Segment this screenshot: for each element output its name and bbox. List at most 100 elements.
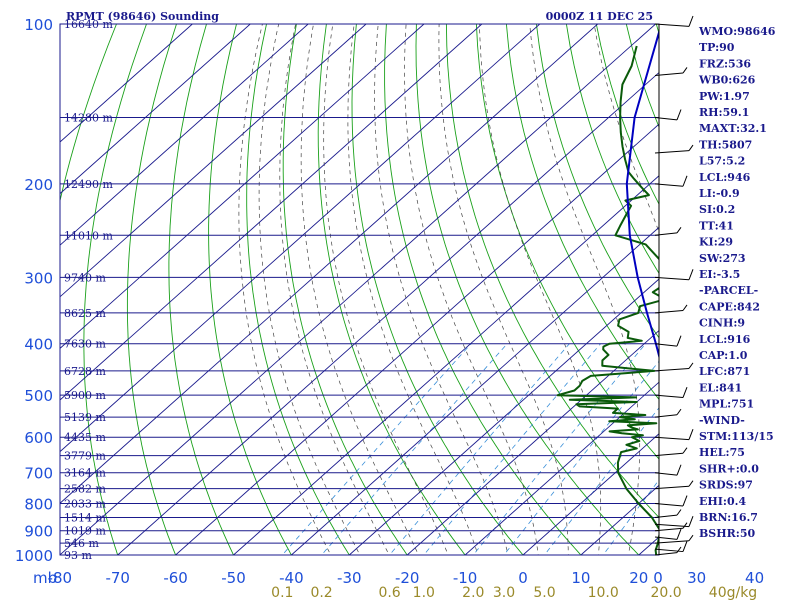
wind-barb-flag <box>682 522 688 529</box>
wind-barb-flag <box>682 175 688 187</box>
moist-adiabat-line <box>258 24 361 555</box>
chart-title: RPMT (98646) Sounding <box>66 10 219 23</box>
index-label: KI:29 <box>699 236 733 249</box>
height-label: 1514 m <box>64 512 106 525</box>
dry-adiabat-line <box>505 24 659 401</box>
temperature-tick-label: 10 <box>571 569 590 587</box>
wind-barb <box>654 183 684 187</box>
mixing-ratio-label: 0.2 <box>310 585 332 600</box>
pressure-tick-label: 400 <box>24 336 53 354</box>
mixing-ratio-label: 3.0 <box>493 585 515 600</box>
index-label: LFC:871 <box>699 365 750 378</box>
wind-barb <box>654 536 678 540</box>
pressure-tick-label: 900 <box>24 523 53 541</box>
wind-barb-flag <box>682 447 688 454</box>
isotherm-line <box>233 175 659 555</box>
y-axis-label: mb <box>33 569 57 587</box>
wind-barb <box>654 150 690 154</box>
wind-barbs <box>654 15 694 556</box>
moist-adiabat-line <box>438 24 569 555</box>
mixing-ratio-label: 0.6 <box>378 585 400 600</box>
wind-barb-flag <box>688 534 694 542</box>
isotherm-line <box>349 278 659 555</box>
pressure-tick-label: 500 <box>24 387 53 405</box>
sounding-series <box>556 28 659 555</box>
wind-barb <box>654 276 690 281</box>
index-label: L57:5.2 <box>699 155 745 168</box>
mixing-ratio-label: 0.1 <box>271 585 293 600</box>
index-label: MAXT:32.1 <box>699 122 767 135</box>
moist-adiabat-line <box>404 24 539 555</box>
temperature-tick-label: -20 <box>395 569 420 587</box>
temperature-tick-label: -10 <box>453 569 478 587</box>
index-label: LI:-0.9 <box>699 187 740 200</box>
wind-barb <box>654 552 678 556</box>
pressure-tick-label: 700 <box>24 465 53 483</box>
index-label: CINH:9 <box>699 317 745 330</box>
moist-adiabat-line <box>279 24 390 555</box>
wind-barb-flag <box>676 464 682 476</box>
temperature-tick-label: -70 <box>105 569 130 587</box>
wind-barb-flag <box>688 15 694 27</box>
dry-adiabat-line <box>168 24 234 555</box>
wind-barb-flag <box>682 304 688 311</box>
isotherm-line <box>60 24 598 504</box>
dry-adiabat-line <box>126 24 177 555</box>
index-label: EL:841 <box>699 381 742 394</box>
wind-barb <box>654 472 678 476</box>
isotherm-line <box>117 71 659 555</box>
wind-barb-flag <box>688 429 694 440</box>
temperature-tick-label: 0 <box>653 569 663 587</box>
wind-barb-flag <box>682 540 688 552</box>
temperature-ticks: -80 -70 -60 -50 -40 -30 -20 -10 0 10 20 30 40 0 <box>48 569 765 587</box>
wind-barb <box>654 367 690 372</box>
temperature-tick-label: 30 <box>687 569 706 587</box>
height-label: 16640 m <box>64 18 113 31</box>
index-label: BRN:16.7 <box>699 511 758 524</box>
index-label: RH:59.1 <box>699 106 749 119</box>
wind-barb-flag <box>676 227 682 234</box>
index-label: SW:273 <box>699 252 746 265</box>
dry-adiabat-line <box>384 24 582 555</box>
mixing-ratio-line <box>602 479 659 555</box>
pressure-tick-label: 100 <box>24 16 53 34</box>
wind-barb <box>654 436 690 441</box>
wind-barb-flag <box>676 509 682 516</box>
height-label: 3779 m <box>64 450 106 463</box>
wind-barb-flag <box>688 269 694 280</box>
wind-barb <box>654 343 678 347</box>
wind-barb-flag <box>676 408 682 416</box>
mixing-ratio-label: 20.0 <box>651 585 682 600</box>
wind-barb-flag <box>688 144 694 151</box>
index-label: -PARCEL- <box>699 284 758 297</box>
isotherm-line <box>60 24 656 555</box>
isotherm-line <box>406 329 659 555</box>
temperature-tick-label: -80 <box>48 569 73 587</box>
index-label: -WIND- <box>699 414 745 427</box>
dry-adiabat-line <box>246 24 350 555</box>
pressure-tick-label: 300 <box>24 269 53 287</box>
temperature-tick-label: 40 <box>745 569 764 587</box>
index-label: LCL:916 <box>699 333 751 346</box>
height-label: 93 m <box>64 549 92 562</box>
isotherm-line <box>60 24 309 246</box>
height-label: 7630 m <box>64 338 106 351</box>
wind-barb <box>654 485 690 490</box>
wind-barb <box>654 514 678 519</box>
wind-barb <box>654 523 690 528</box>
height-label: 2582 m <box>64 483 106 496</box>
isotherm-line <box>291 226 659 555</box>
index-label: SRDS:97 <box>699 479 753 492</box>
index-label: WB0:626 <box>698 74 756 87</box>
temperature-tick-label: -30 <box>337 569 362 587</box>
dewpoint-trace <box>556 45 659 555</box>
height-label: 2033 m <box>64 498 106 511</box>
dry-adiabat-line <box>445 24 659 519</box>
moist-adiabat-line <box>300 24 419 555</box>
index-label: CAPE:842 <box>699 300 760 313</box>
isotherm-line <box>60 24 541 453</box>
index-label: TT:41 <box>699 219 734 232</box>
height-label: 6728 m <box>64 365 106 378</box>
height-label: 9740 m <box>64 271 106 284</box>
mixing-ratio-line <box>503 360 659 555</box>
